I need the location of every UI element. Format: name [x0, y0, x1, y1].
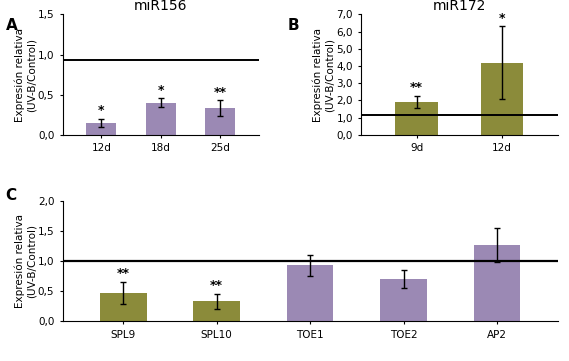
Text: A: A [6, 18, 18, 33]
Text: *: * [158, 84, 164, 97]
Bar [287, 265, 333, 321]
Bar [395, 102, 438, 135]
Title: miR172: miR172 [432, 0, 486, 13]
Text: B: B [287, 18, 299, 33]
Bar [100, 293, 147, 321]
Bar [481, 62, 523, 135]
Text: **: ** [214, 86, 227, 99]
Text: C: C [6, 188, 17, 203]
Y-axis label: Expresión relativa
(UV-B/Control): Expresión relativa (UV-B/Control) [14, 27, 36, 122]
Bar [146, 103, 176, 135]
Title: miR156: miR156 [134, 0, 188, 13]
Bar [380, 279, 427, 321]
Bar [86, 123, 116, 135]
Y-axis label: Expresión relativa
(UV-B/Control): Expresión relativa (UV-B/Control) [14, 214, 36, 308]
Y-axis label: Expresión relativa
(UV-B/Control): Expresión relativa (UV-B/Control) [313, 27, 335, 122]
Text: **: ** [117, 268, 130, 280]
Bar [193, 301, 240, 321]
Text: **: ** [410, 81, 423, 94]
Text: **: ** [210, 279, 223, 292]
Bar [205, 108, 235, 135]
Bar [473, 245, 520, 321]
Text: *: * [98, 104, 105, 117]
Text: *: * [499, 12, 505, 25]
